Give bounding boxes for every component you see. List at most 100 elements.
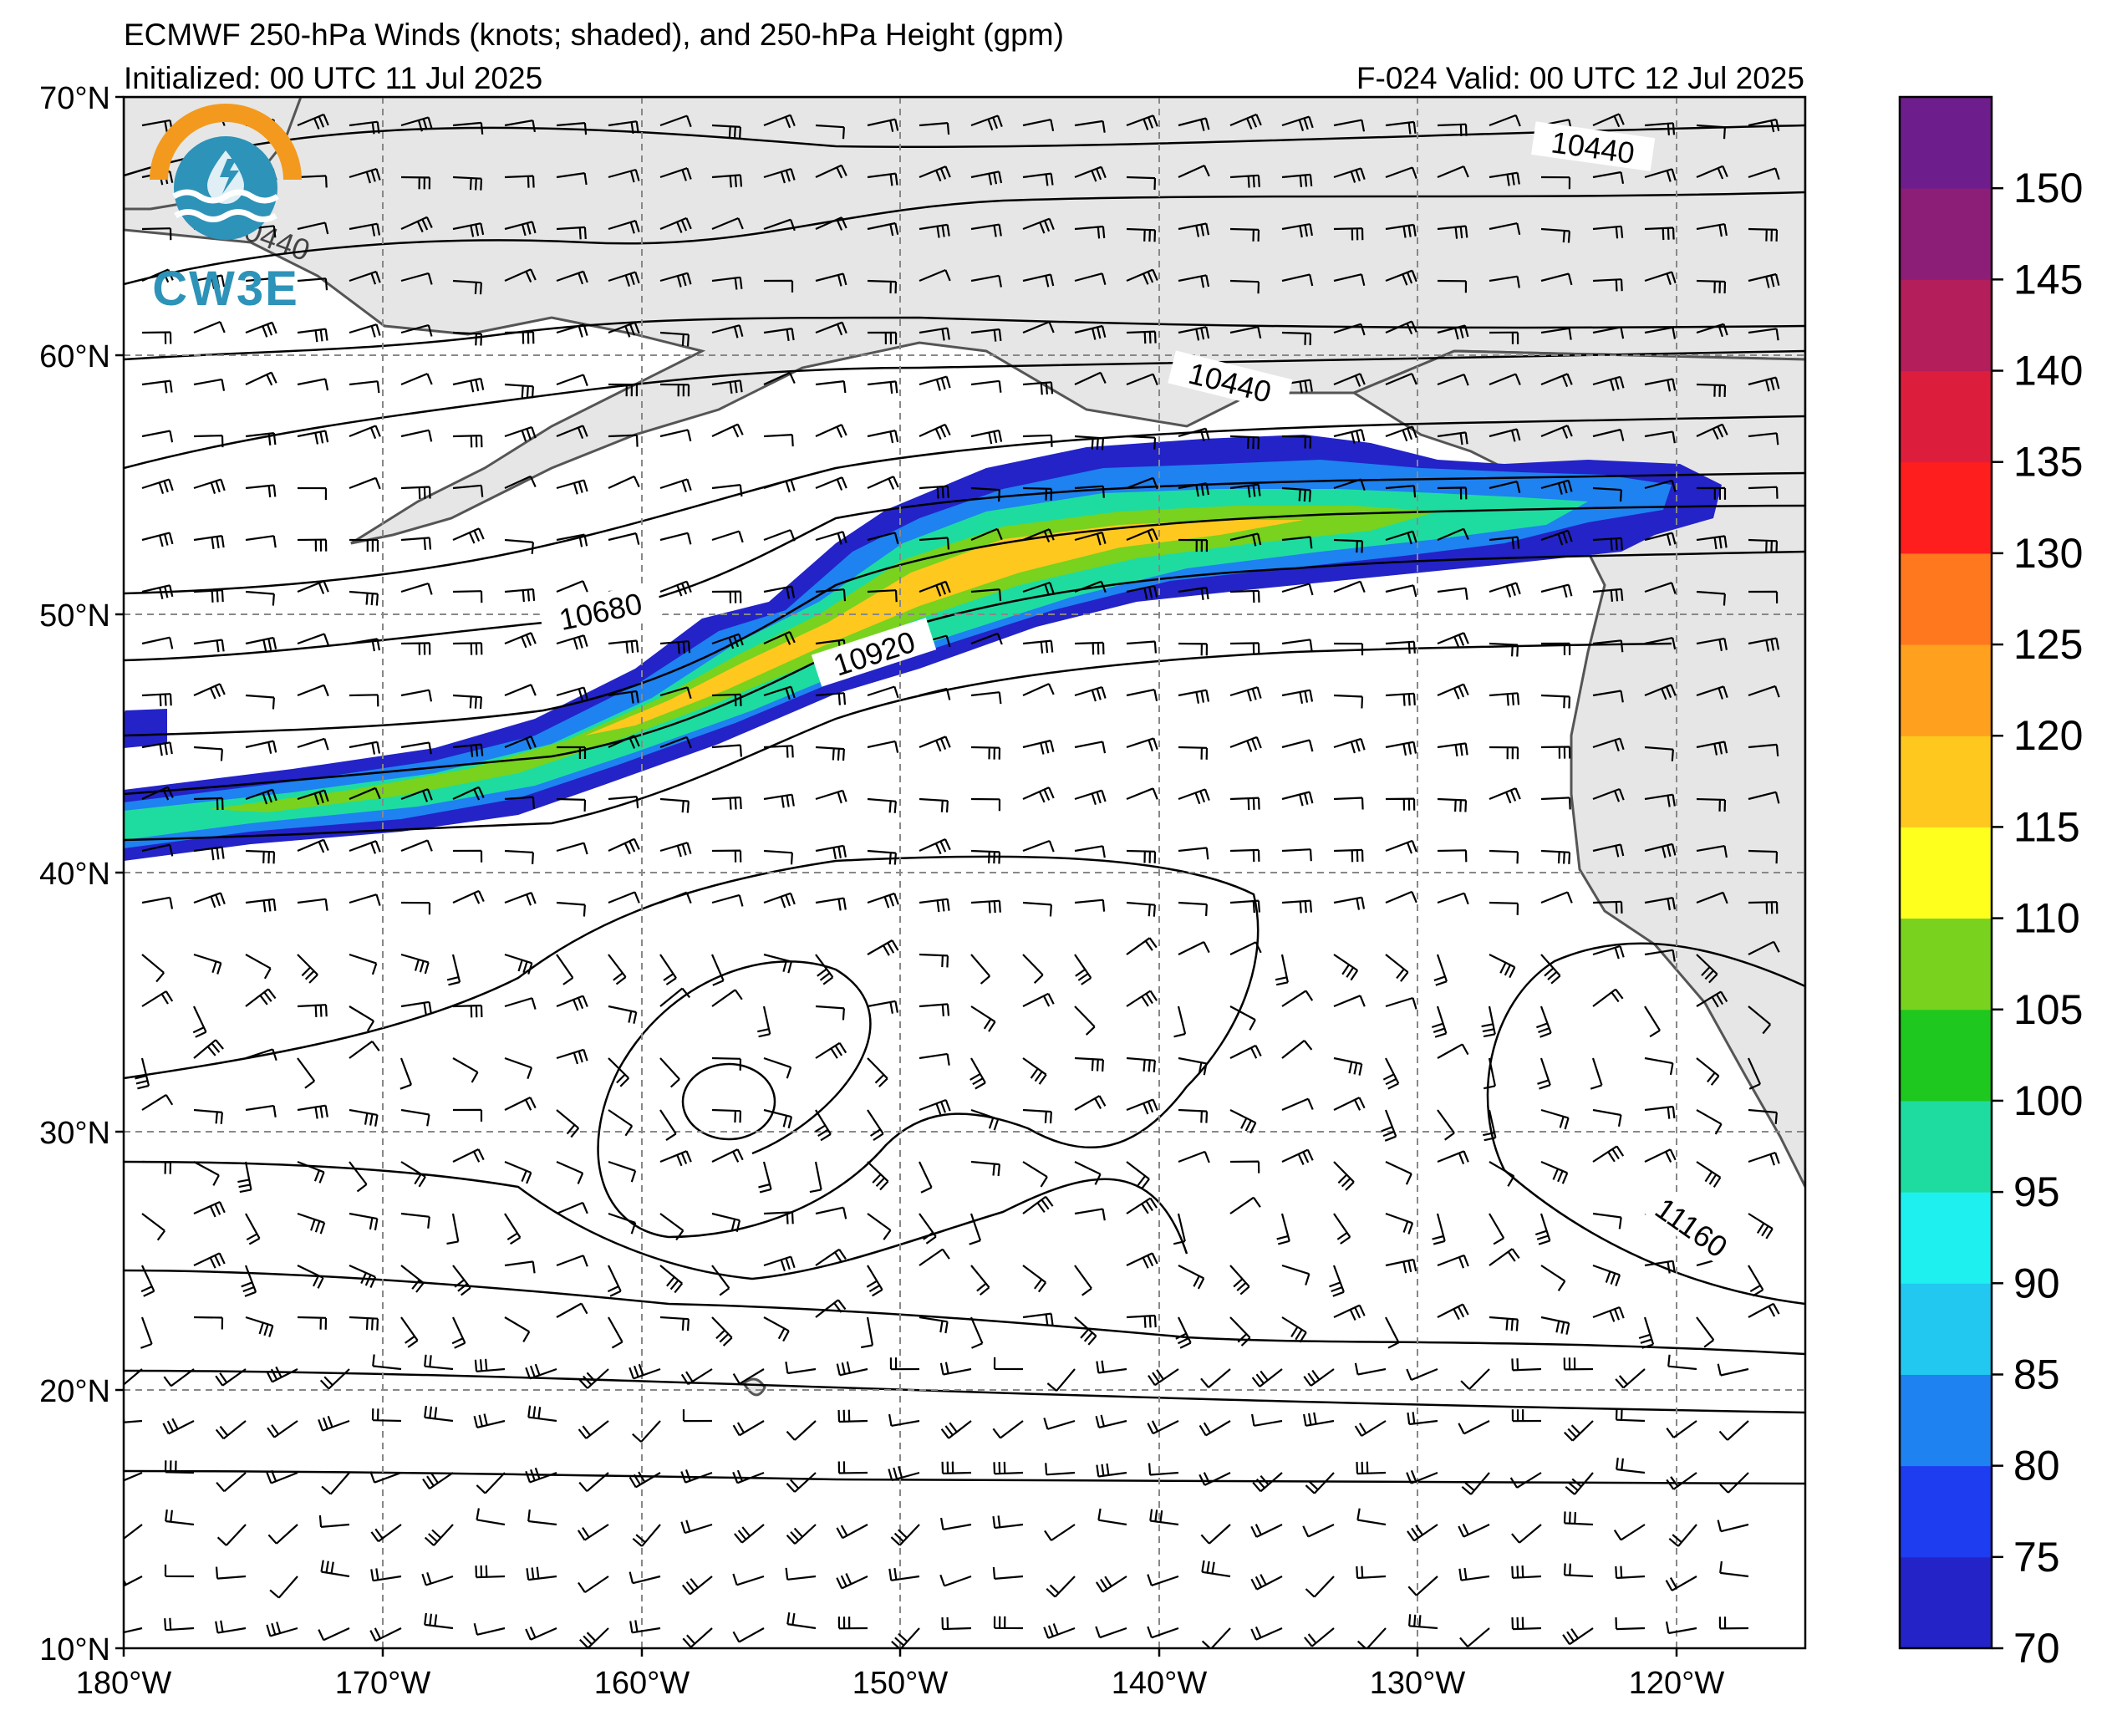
wind-barb (297, 1316, 328, 1330)
wind-barb (504, 331, 535, 344)
wind-barb (193, 1200, 226, 1218)
jet-band-100kt (209, 506, 1438, 812)
wind-barb (349, 476, 381, 490)
wind-barb (1696, 845, 1728, 858)
wind-barb (1615, 1617, 1646, 1631)
wind-barb (711, 124, 741, 139)
wind-barb (1281, 435, 1312, 449)
wind-barb (659, 1150, 692, 1167)
wind-barb (1178, 586, 1209, 600)
wind-barb (711, 276, 743, 290)
wind-barb (1719, 1560, 1749, 1578)
wind-barb (504, 1213, 522, 1245)
wind-barb (629, 1620, 661, 1634)
wind-barb (400, 788, 433, 802)
wind-barb (349, 323, 381, 338)
wind-barb (1540, 479, 1573, 495)
wind-barb (1748, 376, 1780, 392)
wind-barb (1592, 537, 1623, 551)
wind-barb (1333, 797, 1364, 810)
wind-barb (349, 270, 381, 285)
wind-barb (1592, 944, 1625, 960)
wind-barb (504, 632, 537, 649)
wind-barb (473, 1413, 506, 1428)
wind-barb (815, 531, 847, 545)
wind-barb (318, 1515, 350, 1528)
wind-barb (758, 1161, 772, 1194)
wind-barb (193, 746, 223, 761)
wind-barb (556, 686, 588, 700)
wind-barb (1022, 1195, 1054, 1214)
wind-barb (245, 277, 277, 290)
wind-barb (1461, 1472, 1490, 1495)
wind-barb (318, 1415, 350, 1432)
wind-barb (1437, 431, 1468, 445)
wind-barb (1385, 425, 1417, 442)
wind-barb (1382, 1057, 1400, 1090)
wind-barb (867, 331, 898, 344)
wind-barb (1178, 1056, 1208, 1076)
wind-barb (815, 124, 845, 140)
wind-barb (1481, 1005, 1496, 1038)
wind-barb (504, 588, 536, 603)
wind-barb (1536, 1005, 1552, 1038)
wind-barb (1385, 372, 1417, 386)
wind-barb (556, 323, 588, 338)
wind-barb (504, 120, 536, 133)
wind-barb (969, 1057, 986, 1090)
valid-time: F-024 Valid: 00 UTC 12 Jul 2025 (1356, 61, 1804, 95)
wind-barb (1356, 1508, 1387, 1526)
wind-barb (1229, 736, 1262, 752)
wind-barb (349, 425, 381, 440)
wind-barb (608, 1212, 637, 1235)
wind-barb (1178, 941, 1210, 955)
wind-barb (1074, 1005, 1096, 1036)
wind-barb (1022, 1265, 1047, 1293)
colorbar-block (1900, 736, 1992, 827)
wind-barb (1074, 899, 1106, 912)
wind-barb (970, 797, 1001, 812)
wind-barb (992, 1515, 1024, 1530)
wind-barb (1437, 892, 1469, 905)
wind-barb (452, 527, 485, 544)
wind-barb (1333, 273, 1366, 287)
wind-barb (632, 1524, 661, 1547)
wind-barb (1644, 684, 1677, 700)
wind-barb (1748, 743, 1779, 756)
wind-barb (815, 321, 847, 336)
wind-barb (1074, 580, 1107, 593)
wind-barb (245, 1048, 277, 1061)
wind-barb (124, 1627, 143, 1634)
wind-barb (608, 532, 640, 545)
wind-barb (1178, 538, 1209, 552)
wind-barb (504, 736, 537, 750)
wind-barb (372, 1354, 402, 1371)
wind-barb (867, 1000, 898, 1014)
wind-barb (711, 1056, 742, 1071)
wind-barb (193, 535, 225, 549)
wind-barb (1229, 279, 1260, 294)
wind-barb (763, 371, 796, 386)
wind-barb (1022, 639, 1054, 654)
colorbar-block (1900, 918, 1992, 1011)
wind-barb (1644, 430, 1676, 444)
colorbar-tick-label: 90 (2013, 1260, 2060, 1306)
wind-barb (1126, 689, 1158, 702)
wind-barb (124, 1410, 143, 1423)
wind-barb (1175, 1316, 1192, 1349)
wind-barb (245, 694, 275, 710)
wind-barb (297, 1265, 324, 1289)
wind-barb (1437, 797, 1468, 812)
wind-barb (245, 849, 276, 864)
wind-barb (1252, 1472, 1283, 1493)
wind-barb (919, 687, 951, 700)
wind-barb (1563, 1563, 1594, 1578)
wind-barb (297, 1104, 328, 1119)
wind-barb (734, 1524, 765, 1544)
wind-barb (1022, 528, 1055, 542)
wind-barb (757, 1005, 771, 1038)
wind-barb (556, 954, 574, 985)
wind-barb (1459, 1627, 1490, 1647)
wind-barb (919, 122, 950, 135)
